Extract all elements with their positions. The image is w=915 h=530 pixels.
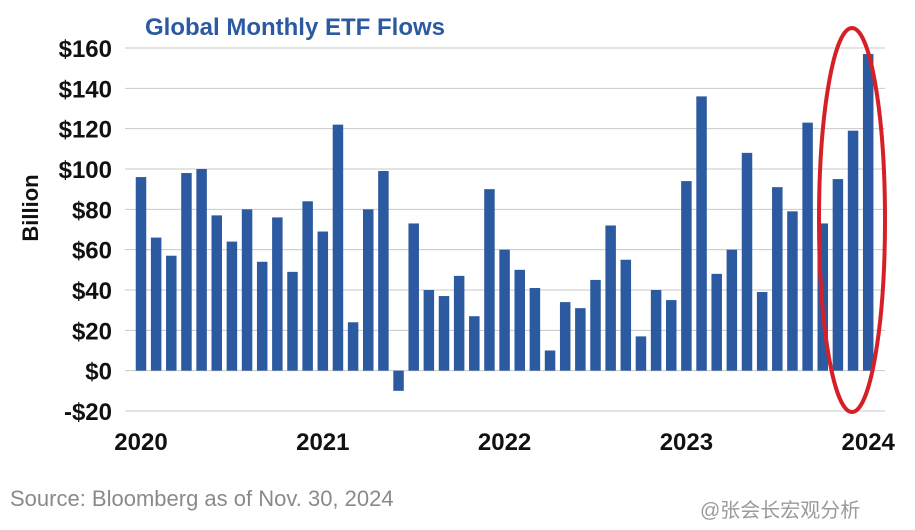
y-axis-ticks: $160 $140 $120 $100 $80 $60 $40 $20 $0 -$20	[59, 36, 112, 426]
bar	[211, 215, 222, 371]
bar	[862, 54, 874, 371]
y-axis-label: Billion	[18, 174, 43, 241]
x-tick-label: 2022	[478, 429, 531, 456]
bar	[181, 173, 192, 371]
x-tick-label: 2023	[660, 429, 713, 456]
bar	[787, 211, 798, 371]
bar	[544, 350, 556, 371]
y-tick-label: $40	[72, 278, 112, 305]
bar	[378, 171, 389, 371]
bar	[726, 249, 738, 371]
bar	[650, 290, 662, 371]
bar	[438, 296, 450, 371]
bar	[423, 290, 435, 371]
bar	[241, 209, 253, 371]
chart-title: Global Monthly ETF Flows	[145, 14, 445, 41]
y-tick-label: $160	[59, 36, 112, 63]
bar	[514, 269, 525, 371]
bar	[590, 279, 601, 371]
bar	[272, 217, 283, 371]
bar	[832, 179, 844, 371]
bar	[453, 275, 465, 371]
x-axis-ticks: 2020 2021 2022 2023 2024	[114, 429, 895, 456]
bar	[166, 255, 177, 371]
y-tick-label: -$20	[64, 399, 112, 426]
bar	[666, 300, 677, 371]
bar	[196, 169, 207, 371]
bar	[347, 322, 359, 371]
bar	[605, 225, 616, 371]
bar	[741, 152, 753, 371]
bar	[772, 187, 783, 371]
y-tick-label: $140	[59, 76, 112, 103]
x-tick-label: 2020	[114, 429, 167, 456]
bar	[226, 241, 238, 371]
highlight-ellipse	[817, 26, 887, 414]
bar	[681, 181, 692, 371]
bar	[559, 302, 571, 371]
bar	[332, 124, 344, 371]
bar	[363, 209, 374, 371]
bar	[711, 273, 722, 371]
x-tick-label: 2024	[842, 429, 896, 456]
y-tick-label: $80	[72, 197, 112, 224]
bar	[756, 292, 768, 371]
bars	[135, 54, 874, 391]
bar	[135, 177, 147, 371]
bar	[302, 201, 313, 371]
y-tick-label: $60	[72, 238, 112, 265]
bar	[620, 259, 632, 371]
bar	[575, 308, 586, 371]
bar	[696, 96, 707, 371]
x-tick-label: 2021	[296, 429, 349, 456]
bar	[408, 223, 419, 371]
bar	[317, 231, 329, 371]
bar	[393, 370, 404, 391]
y-tick-label: $120	[59, 117, 112, 144]
y-tick-label: $20	[72, 318, 112, 345]
bar	[847, 130, 859, 371]
bar	[484, 189, 495, 371]
source-note: Source: Bloomberg as of Nov. 30, 2024	[10, 486, 394, 511]
bar	[256, 261, 268, 371]
bar	[499, 249, 510, 371]
bar	[529, 287, 541, 371]
watermark: @张会长宏观分析	[700, 500, 861, 522]
bar	[802, 122, 813, 371]
bar	[635, 336, 647, 371]
bar	[287, 271, 298, 371]
y-tick-label: $0	[85, 359, 112, 386]
bar	[150, 237, 162, 371]
bar	[469, 316, 480, 371]
y-tick-label: $100	[59, 157, 112, 184]
